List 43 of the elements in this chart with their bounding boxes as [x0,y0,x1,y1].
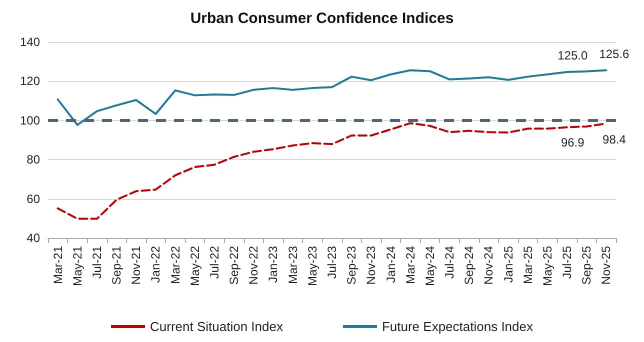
y-tick-label: 40 [26,231,40,245]
x-tick-label: May-22 [188,246,202,286]
x-tick-label: Mar-21 [50,246,65,284]
y-tick-label: 80 [26,152,40,167]
legend-label: Current Situation Index [150,319,284,334]
x-tick-label: Jul-25 [560,246,574,279]
x-tick-label: May-24 [422,246,437,286]
legend-label: Future Expectations Index [382,319,534,334]
x-tick-label: Sep-25 [580,246,594,285]
x-tick-label: Jan-22 [148,246,163,283]
x-tick-label: Mar-24 [403,246,418,284]
data-label: 96.9 [560,135,585,150]
x-tick-label: Sep-21 [110,246,124,285]
x-tick-label: Nov-25 [599,246,614,285]
chart-title: Urban Consumer Confidence Indices [190,10,454,27]
data-label: 125.6 [599,47,630,62]
line-series [56,69,608,126]
x-tick-label: Mar-25 [520,246,535,284]
x-tick-label: Nov-24 [482,246,496,285]
x-tick-label: Nov-21 [129,246,144,285]
x-tick-label: Sep-24 [462,246,476,285]
x-tick-label: Jul-23 [325,246,339,279]
x-tick-label: Nov-23 [364,246,378,285]
y-tick-label: 60 [26,192,40,206]
data-label: 125.0 [558,48,588,62]
x-tick-label: May-23 [305,246,320,286]
x-tick-label: Jul-24 [442,246,457,279]
x-tick-label: Sep-23 [344,246,359,285]
x-tick-label: Jan-23 [266,246,280,283]
x-tick-label: Mar-23 [286,246,300,284]
x-tick-label: Jul-22 [207,246,222,279]
y-tick-label: 100 [20,113,40,128]
x-tick-label: Sep-22 [227,246,242,285]
x-tick-label: May-25 [540,246,554,286]
x-tick-label: May-21 [70,246,84,286]
x-tick-label: Jul-21 [90,246,104,279]
y-tick-label: 140 [20,35,40,49]
x-tick-label: Nov-22 [246,246,261,285]
y-tick-label: 120 [20,74,40,88]
x-tick-label: Mar-22 [168,246,182,284]
data-label: 98.4 [602,132,626,147]
x-tick-label: Jan-25 [501,246,516,283]
x-tick-label: Jan-24 [384,246,398,283]
